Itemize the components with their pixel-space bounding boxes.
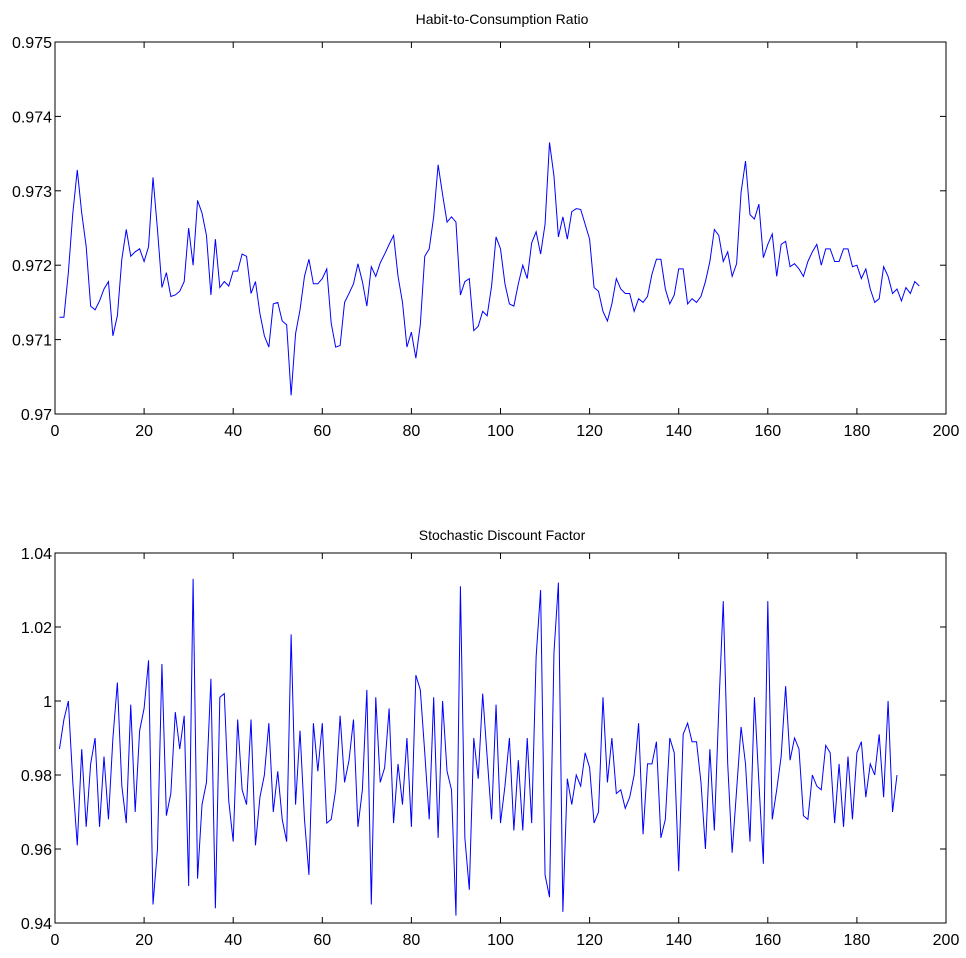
x-tick-label: 120 — [576, 423, 603, 440]
x-tick-label: 80 — [403, 423, 421, 440]
plot-area — [59, 142, 920, 396]
x-tick-label: 80 — [403, 932, 421, 949]
series-line — [58, 578, 898, 916]
y-tick-label: 0.971 — [12, 333, 52, 350]
x-tick-label: 200 — [933, 932, 960, 949]
y-tick-label: 0.972 — [12, 258, 52, 275]
chart-habit-to-consumption-ratio: Habit-to-Consumption Ratio 0 20 40 60 80 100 1… — [12, 11, 959, 440]
y-tick-label: 1.04 — [21, 546, 52, 563]
y-tick-label: 0.96 — [21, 842, 52, 859]
x-tick-label: 200 — [933, 423, 960, 440]
y-tick-label: 1 — [43, 694, 52, 711]
x-tick-label: 100 — [487, 932, 514, 949]
y-tick-label: 0.97 — [21, 407, 52, 424]
x-tick-label: 160 — [754, 423, 781, 440]
y-tick-label: 0.974 — [12, 109, 52, 126]
x-tick-label: 160 — [754, 932, 781, 949]
x-tick-label: 100 — [487, 423, 514, 440]
x-tick-label: 140 — [665, 423, 692, 440]
y-tick-label: 0.973 — [12, 184, 52, 201]
x-tick-label: 120 — [576, 932, 603, 949]
x-tick-label: 180 — [844, 932, 871, 949]
axis-ticks: 0 20 40 60 80 100 120 140 160 180 200 0.97 0.971 0.97… — [12, 35, 959, 440]
axes-frame — [54, 552, 947, 924]
x-tick-label: 60 — [313, 423, 331, 440]
y-tick-label: 0.94 — [21, 916, 52, 933]
y-tick-label: 0.975 — [12, 35, 52, 52]
x-tick-label: 0 — [51, 932, 60, 949]
plot-area — [58, 578, 898, 916]
x-tick-label: 40 — [224, 423, 242, 440]
x-tick-label: 0 — [51, 423, 60, 440]
axis-ticks: 0 20 40 60 80 100 120 140 160 180 200 0.94 0.96 0.98 1… — [21, 546, 960, 949]
x-tick-label: 140 — [665, 932, 692, 949]
axes-frame — [54, 41, 947, 415]
x-tick-label: 60 — [313, 932, 331, 949]
y-tick-label: 0.98 — [21, 768, 52, 785]
x-tick-label: 20 — [135, 423, 153, 440]
x-tick-label: 20 — [135, 932, 153, 949]
chart-stochastic-discount-factor: Stochastic Discount Factor 0 20 40 60 80 100 1… — [21, 527, 960, 949]
x-tick-label: 40 — [224, 932, 242, 949]
chart-title: Habit-to-Consumption Ratio — [416, 11, 589, 27]
x-tick-label: 180 — [844, 423, 871, 440]
chart-title: Stochastic Discount Factor — [419, 527, 586, 543]
series-line — [59, 142, 920, 396]
y-tick-label: 1.02 — [21, 620, 52, 637]
